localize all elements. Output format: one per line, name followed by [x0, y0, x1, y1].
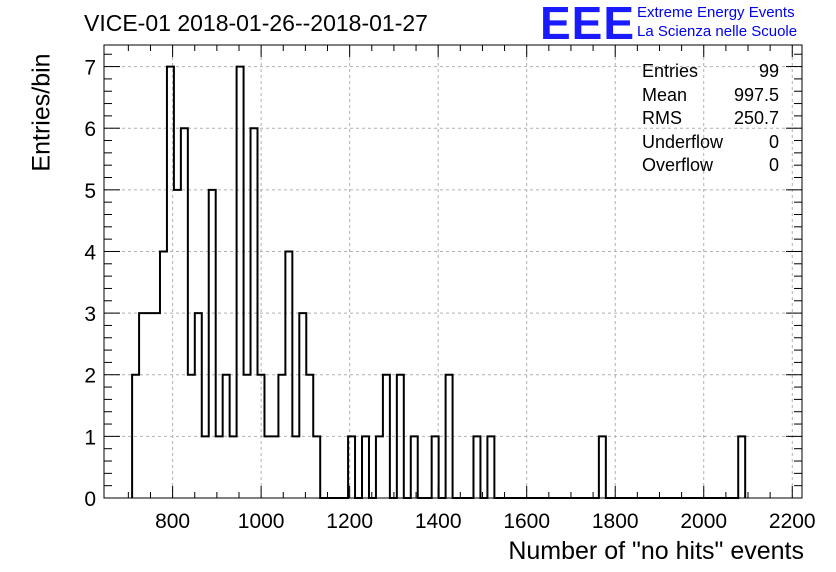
x-tick-label: 2200: [769, 510, 816, 533]
y-tick-label: 5: [84, 180, 96, 203]
y-axis-label: Entries/bin: [27, 53, 56, 172]
stats-row-entries: Entries 99: [642, 61, 779, 81]
histogram-outline: [131, 65, 747, 499]
eee-logo: EEE: [540, 0, 636, 49]
stats-row-rms: RMS 250.7: [642, 108, 779, 128]
y-tick-label: 0: [84, 488, 96, 511]
x-tick-label: 1800: [592, 510, 639, 533]
x-tick-label: 800: [155, 510, 190, 533]
y-tick-label: 7: [84, 57, 96, 80]
stats-box: Entries 99 Mean 997.5 RMS 250.7 Underflow 0 …: [642, 60, 779, 178]
y-tick-label: 2: [84, 365, 96, 388]
stats-row-mean: Mean 997.5: [642, 84, 779, 105]
stats-row-overflow: Overflow 0: [642, 155, 779, 175]
y-tick-label: 6: [84, 118, 96, 141]
eee-logo-text: Extreme Energy Events La Scienza nelle S…: [637, 3, 797, 41]
tick-labels: 800 1000 1200 1400 1600 1800 2000 2200 0 1 2 3 4 5 6 7: [84, 57, 815, 533]
x-axis-label: Number of "no hits" events: [508, 537, 804, 565]
x-tick-label: 2000: [680, 510, 727, 533]
x-tick-label: 1000: [238, 510, 285, 533]
x-tick-label: 1200: [326, 510, 373, 533]
stats-row-underflow: Underflow 0: [642, 131, 779, 152]
logo-line-1: Extreme Energy Events: [637, 4, 795, 21]
x-tick-label: 1400: [415, 510, 462, 533]
logo-line-2: La Scienza nelle Scuole: [637, 23, 798, 40]
x-tick-label: 1600: [503, 510, 550, 533]
y-tick-label: 4: [84, 241, 96, 264]
y-tick-label: 1: [84, 426, 96, 449]
chart-title: VICE-01 2018-01-26--2018-01-27: [84, 10, 428, 36]
y-tick-label: 3: [84, 303, 96, 326]
axis-ticks: [104, 45, 802, 499]
